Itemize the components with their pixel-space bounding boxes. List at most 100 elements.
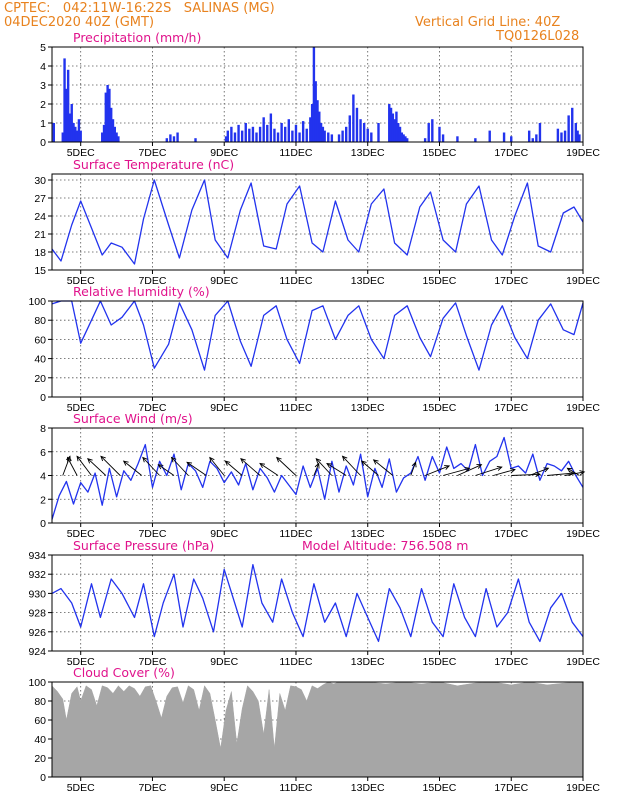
y-tick-label: 2 — [40, 494, 46, 506]
precip-bar — [395, 111, 398, 142]
precip-bar — [111, 119, 115, 142]
wind-arrow-head — [411, 461, 417, 468]
y-tick-label: 8 — [40, 423, 46, 435]
x-tick-label: 9DEC — [210, 782, 238, 794]
y-tick-label: 60 — [34, 715, 46, 727]
x-tick-label: 15DEC — [423, 147, 457, 159]
y-tick-label: 20 — [34, 753, 46, 765]
wind-arrow-shaft — [424, 465, 450, 476]
precip-bar — [230, 126, 233, 142]
wind-arrow-head — [259, 462, 266, 469]
x-tick-label: 5DEC — [67, 528, 95, 540]
precip-bar — [65, 88, 68, 142]
y-tick-label: 924 — [28, 646, 46, 658]
panel-temp: 15 18 21 24 27 30 5DEC 7DEC 9DEC 11DEC 13DEC 15DEC 1… — [34, 157, 600, 287]
y-tick-label: 24 — [34, 211, 46, 223]
precip-bar — [488, 130, 491, 142]
panel-rh: 0 20 40 60 80 100 5DEC 7DEC 9DEC 11DEC 13DEC 15DEC 1… — [28, 284, 600, 414]
x-tick-label: 11DEC — [279, 782, 312, 794]
wind-arrow-shaft — [87, 458, 107, 476]
precip-bar — [312, 47, 316, 142]
x-tick-label: 19DEC — [566, 147, 600, 159]
y-tick-label: 926 — [28, 627, 46, 639]
y-tick-label: 0 — [40, 137, 46, 149]
model-altitude-label: Model Altitude: 756.508 m — [302, 538, 468, 553]
precip-bar — [301, 121, 305, 142]
y-tick-label: 20 — [34, 373, 46, 385]
precip-bar — [571, 107, 574, 142]
precip-bar — [117, 136, 120, 142]
temp-line — [51, 179, 584, 265]
y-tick-label: 6 — [40, 447, 46, 459]
x-tick-label: 19DEC — [566, 402, 600, 414]
precip-bar — [72, 123, 75, 142]
x-tick-label: 13DEC — [351, 402, 385, 414]
wind-arrow-head — [315, 457, 322, 464]
wind-arrow-head — [122, 460, 129, 466]
precip-bar — [391, 113, 395, 142]
wind-arrow-shaft — [123, 460, 142, 476]
panel-cloud: 0 20 40 60 80 100 5DEC 7DEC 9DEC 11DEC 13DEC 15DEC 1… — [28, 665, 600, 794]
precip-bar — [578, 134, 581, 142]
y-tick-label: 100 — [28, 296, 46, 308]
wind-arrow-head — [224, 460, 231, 466]
precip-bar — [244, 123, 247, 142]
wind-arrow-shaft — [186, 461, 207, 476]
panel-title: Precipitation (mm/h) — [73, 30, 201, 45]
x-tick-label: 13DEC — [351, 528, 385, 540]
x-tick-label: 19DEC — [566, 782, 600, 794]
x-tick-label: 5DEC — [67, 656, 95, 668]
wind-arrow-head — [326, 462, 333, 468]
y-tick-label: 27 — [34, 193, 46, 205]
precip-bar — [61, 132, 64, 142]
precip-bar — [456, 136, 459, 142]
wind-arrow-head — [240, 458, 246, 464]
precip-bar — [70, 104, 73, 142]
precip-bar — [251, 126, 255, 142]
wind-arrow-head — [476, 464, 483, 469]
x-tick-label: 5DEC — [67, 782, 95, 794]
precip-bar — [359, 119, 362, 142]
y-tick-label: 932 — [28, 569, 46, 581]
precip-bar — [355, 107, 359, 142]
precip-bar — [106, 85, 109, 142]
wind-arrow-shaft — [315, 458, 333, 476]
precip-bar — [441, 134, 445, 142]
precip-bar — [108, 88, 111, 142]
y-tick-label: 4 — [40, 61, 46, 73]
pressure-line — [51, 563, 584, 643]
wind-arrow-shaft — [209, 457, 225, 476]
x-tick-label: 11DEC — [279, 528, 312, 540]
x-tick-label: 19DEC — [566, 275, 600, 287]
precip-bar — [323, 130, 326, 142]
precip-bar — [560, 132, 563, 142]
wind-line — [51, 436, 584, 520]
header-run-time: 04DEC2020 40Z (GMT) — [4, 15, 155, 30]
precip-bar — [366, 128, 369, 142]
precip-bar — [319, 123, 323, 142]
precip-bar — [280, 123, 283, 142]
wind-arrow-shaft — [410, 462, 417, 476]
wind-arrow-head — [276, 456, 282, 463]
y-tick-label: 0 — [40, 392, 46, 404]
precip-bar — [262, 117, 265, 142]
x-tick-label: 9DEC — [210, 656, 238, 668]
precip-bar — [74, 126, 77, 142]
precip-bar — [305, 128, 308, 142]
wind-arrow-shaft — [529, 467, 549, 476]
wind-arrow-head — [67, 456, 72, 463]
wind-arrow-shaft — [326, 463, 347, 476]
x-tick-label: 17DEC — [494, 528, 528, 540]
y-tick-label: 0 — [40, 772, 46, 784]
x-tick-label: 11DEC — [279, 147, 312, 159]
precip-bar — [77, 119, 81, 142]
y-tick-label: 0 — [40, 518, 46, 530]
x-tick-label: 19DEC — [566, 528, 600, 540]
y-tick-label: 1 — [40, 118, 46, 130]
wind-arrow-head — [87, 457, 93, 464]
precip-bar — [113, 126, 116, 142]
x-tick-label: 17DEC — [494, 656, 528, 668]
precip-bar — [298, 132, 301, 142]
y-tick-label: 21 — [34, 229, 46, 241]
